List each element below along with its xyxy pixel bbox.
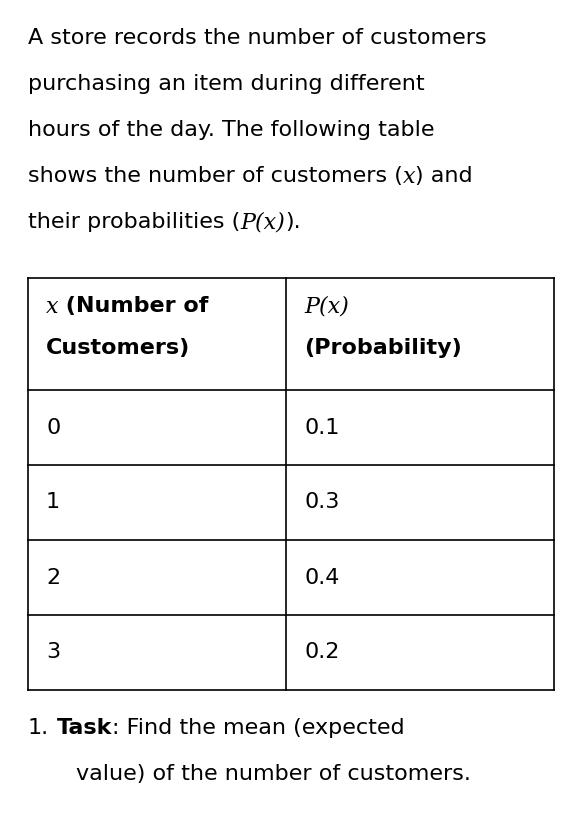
Text: P(x): P(x) bbox=[240, 212, 285, 234]
Text: 3: 3 bbox=[46, 643, 60, 662]
Text: 0.4: 0.4 bbox=[304, 567, 339, 587]
Text: 2: 2 bbox=[46, 567, 60, 587]
Text: ).: ). bbox=[285, 212, 301, 232]
Text: 1.: 1. bbox=[28, 718, 49, 738]
Text: hours of the day. The following table: hours of the day. The following table bbox=[28, 120, 434, 140]
Text: ) and: ) and bbox=[415, 166, 473, 186]
Text: Customers): Customers) bbox=[46, 338, 190, 358]
Text: value) of the number of customers.: value) of the number of customers. bbox=[76, 764, 471, 784]
Text: : Find the mean (expected: : Find the mean (expected bbox=[112, 718, 405, 738]
Text: x: x bbox=[46, 296, 58, 318]
Text: 1: 1 bbox=[46, 492, 60, 512]
Text: (Number of: (Number of bbox=[58, 296, 209, 316]
Text: Task: Task bbox=[57, 718, 112, 738]
Text: 0.2: 0.2 bbox=[304, 643, 339, 662]
Text: 0.1: 0.1 bbox=[304, 417, 339, 438]
Text: shows the number of customers (: shows the number of customers ( bbox=[28, 166, 403, 186]
Text: 0.3: 0.3 bbox=[304, 492, 339, 512]
Text: their probabilities (: their probabilities ( bbox=[28, 212, 240, 232]
Text: x: x bbox=[403, 166, 415, 188]
Text: P(x): P(x) bbox=[304, 296, 349, 318]
Text: purchasing an item during different: purchasing an item during different bbox=[28, 74, 424, 94]
Text: 0: 0 bbox=[46, 417, 60, 438]
Text: A store records the number of customers: A store records the number of customers bbox=[28, 28, 486, 48]
Text: (Probability): (Probability) bbox=[304, 338, 461, 358]
